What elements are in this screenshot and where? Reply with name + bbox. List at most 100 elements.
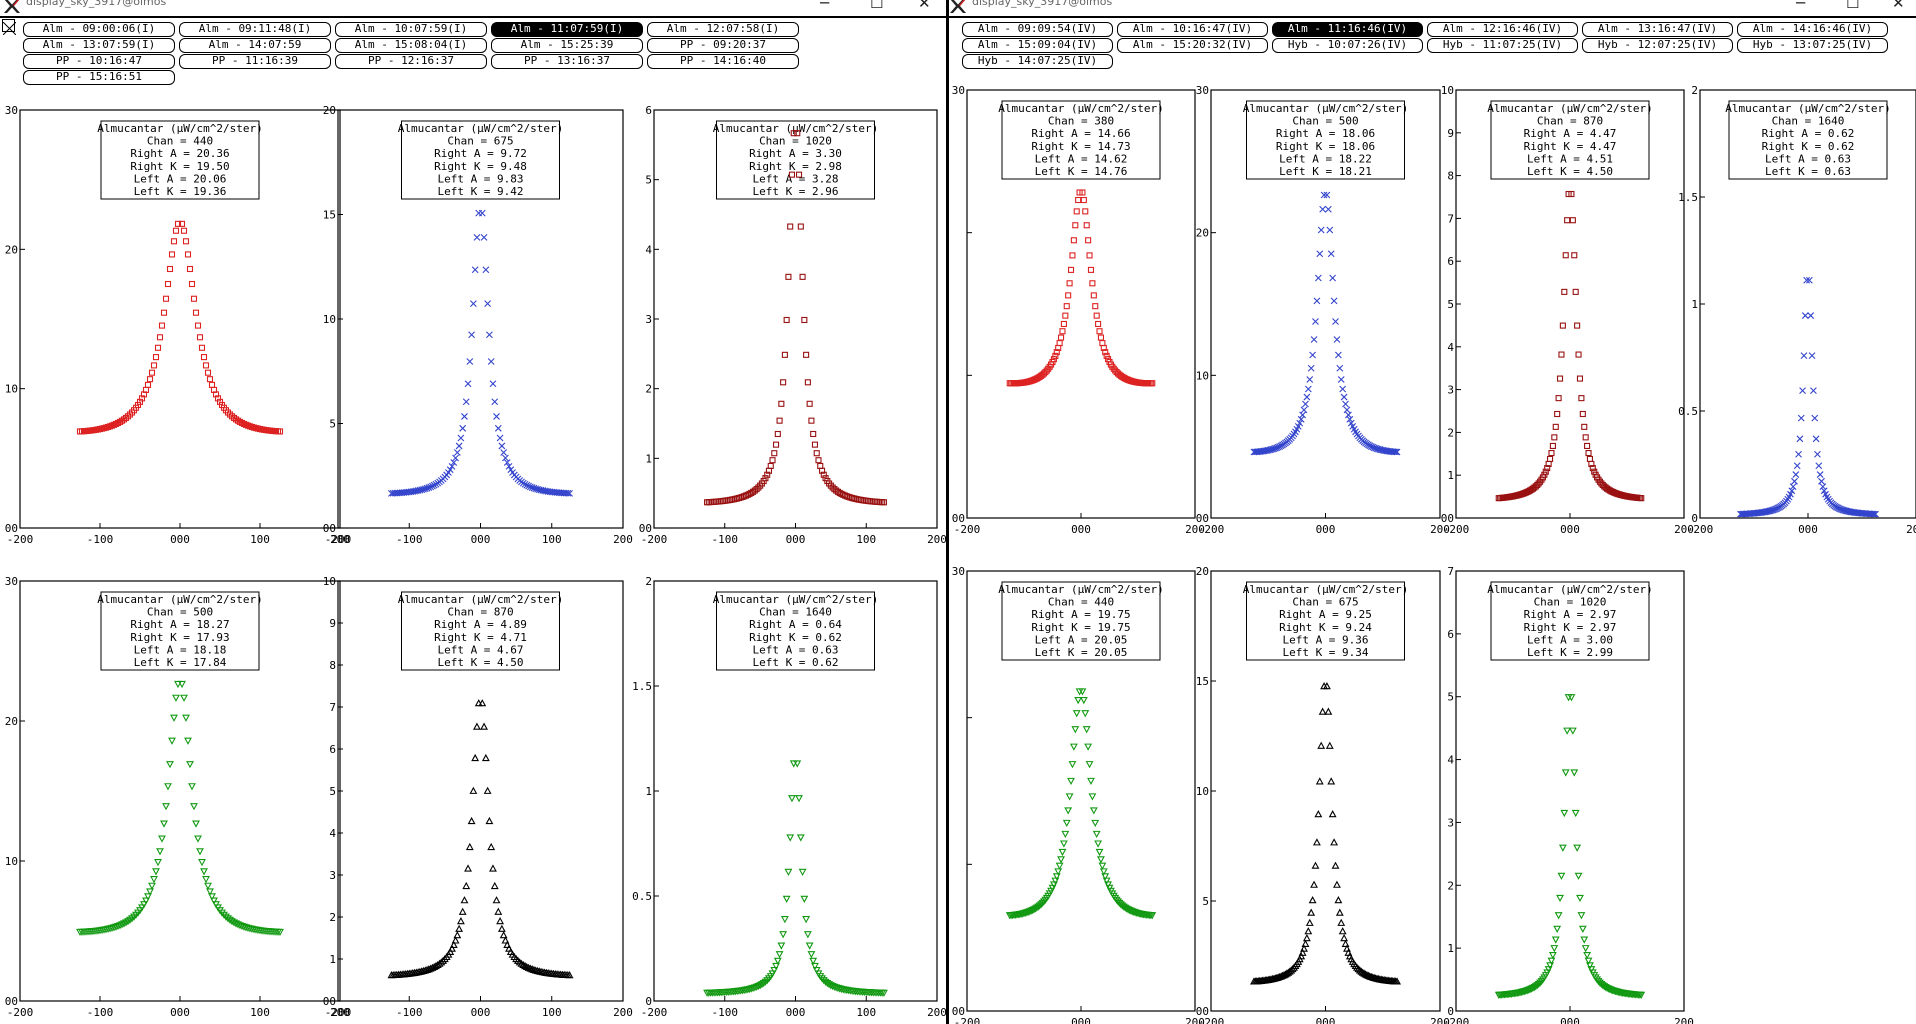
tab-hyb-13-07-25-iv[interactable]: Hyb - 13:07:25(IV) — [1737, 38, 1888, 53]
data-point — [244, 924, 252, 933]
x-tick-label: -100 — [396, 1006, 423, 1019]
tab-alm-15-08-04-i[interactable]: Alm - 15:08:04(I) — [335, 38, 487, 53]
tab-pp-11-16-39[interactable]: PP - 11:16:39 — [179, 54, 331, 69]
data-point — [1364, 971, 1373, 979]
data-point — [1559, 322, 1566, 329]
data-point — [1501, 991, 1510, 999]
tab-alm-11-07-59-i[interactable]: Alm - 11:07:59(I) — [491, 22, 643, 37]
data-point — [1131, 909, 1140, 917]
data-point — [1009, 380, 1016, 387]
data-point — [1578, 925, 1587, 933]
tab-pp-09-20-37[interactable]: PP - 09:20:37 — [647, 38, 799, 53]
data-point — [1092, 830, 1101, 839]
tab-alm-15-09-04-iv[interactable]: Alm - 15:09:04(IV) — [962, 38, 1113, 53]
data-point — [1540, 974, 1549, 982]
x-tick-label: 000 — [1798, 523, 1818, 536]
data-point — [1547, 957, 1556, 965]
tab-alm-13-16-47-iv[interactable]: Alm - 13:16:47(IV) — [1582, 22, 1733, 37]
tab-alm-09-11-48-i[interactable]: Alm - 09:11:48(I) — [179, 22, 331, 37]
tab-alm-10-16-47-iv[interactable]: Alm - 10:16:47(IV) — [1117, 22, 1268, 37]
data-point — [830, 983, 839, 991]
tab-alm-12-16-46-iv[interactable]: Alm - 12:16:46(IV) — [1427, 22, 1578, 37]
tab-hyb-11-07-25-iv[interactable]: Hyb - 11:07:25(IV) — [1427, 38, 1578, 53]
tab-alm-14-16-46-iv[interactable]: Alm - 14:16:46(IV) — [1737, 22, 1888, 37]
tab-alm-12-07-58-i[interactable]: Alm - 12:07:58(I) — [647, 22, 799, 37]
data-point — [828, 982, 837, 991]
data-point — [1608, 987, 1617, 995]
data-point — [258, 927, 266, 935]
data-point — [819, 977, 828, 985]
data-point — [1106, 887, 1115, 895]
tab-alm-14-07-59[interactable]: Alm - 14:07:59 — [179, 38, 331, 53]
data-point — [1058, 848, 1067, 857]
tab-pp-10-16-47[interactable]: PP - 10:16:47 — [23, 54, 175, 69]
data-point — [857, 988, 865, 996]
data-point — [1090, 292, 1097, 299]
data-point — [1363, 440, 1371, 448]
tab-alm-11-16-46-iv[interactable]: Alm - 11:16:46(IV) — [1272, 22, 1423, 37]
data-point — [455, 442, 463, 450]
data-point — [389, 489, 397, 497]
data-point — [1055, 344, 1062, 351]
data-point — [1012, 380, 1019, 387]
tab-hyb-14-07-25-iv[interactable]: Hyb - 14:07:25(IV) — [962, 54, 1113, 69]
maximize-icon[interactable]: ☐ — [1846, 0, 1860, 12]
data-point — [1511, 492, 1518, 500]
data-point — [490, 881, 499, 890]
data-point — [1040, 898, 1048, 906]
minimize-icon[interactable]: ─ — [820, 0, 830, 12]
data-point — [1015, 380, 1022, 387]
minimize-icon[interactable]: ─ — [1796, 0, 1806, 12]
data-point — [1137, 379, 1144, 386]
tab-alm-10-07-59-i[interactable]: Alm - 10:07:59(I) — [335, 22, 487, 37]
data-point — [833, 487, 840, 494]
left-window-title: display_sky_3917@olmos — [26, 0, 167, 8]
data-point — [1541, 471, 1548, 478]
tabs-close-box-icon[interactable] — [2, 19, 17, 36]
data-point — [452, 454, 459, 462]
data-point — [1574, 322, 1581, 329]
tab-pp-14-16-40[interactable]: PP - 14:16:40 — [647, 54, 799, 69]
data-point — [442, 952, 451, 961]
data-point — [146, 376, 154, 383]
y-tick-label: 0 — [1691, 512, 1698, 525]
data-point — [1126, 377, 1133, 384]
close-icon[interactable]: ✕ — [918, 0, 931, 12]
x-tick-label: -200 — [7, 533, 34, 546]
y-tick-label: 2 — [329, 911, 336, 924]
data-point — [1564, 217, 1571, 224]
data-point — [1289, 432, 1296, 440]
data-point — [448, 463, 456, 470]
tab-hyb-12-07-25-iv[interactable]: Hyb - 12:07:25(IV) — [1582, 38, 1733, 53]
data-point — [446, 466, 454, 474]
data-point — [250, 424, 258, 431]
data-point — [1365, 972, 1374, 980]
stat-label: Right A = 0.64 — [749, 618, 842, 631]
tab-alm-13-07-59-i[interactable]: Alm - 13:07:59(I) — [23, 38, 175, 53]
tab-alm-15-20-32-iv[interactable]: Alm - 15:20:32(IV) — [1117, 38, 1268, 53]
tab-alm-09-09-54-iv[interactable]: Alm - 09:09:54(IV) — [962, 22, 1113, 37]
data-point — [1374, 974, 1383, 983]
tab-pp-13-16-37[interactable]: PP - 13:16:37 — [491, 54, 643, 69]
stat-label: Left A = 20.06 — [134, 172, 227, 185]
tab-alm-09-00-06-i[interactable]: Alm - 09:00:06(I) — [23, 22, 175, 37]
tab-pp-12-16-37[interactable]: PP - 12:16:37 — [335, 54, 487, 69]
tab-alm-15-25-39[interactable]: Alm - 15:25:39 — [491, 38, 643, 53]
data-point — [1041, 896, 1050, 904]
data-point — [398, 489, 406, 497]
data-point — [718, 498, 725, 505]
data-point — [1123, 376, 1130, 383]
data-point — [746, 490, 753, 497]
y-tick-label: 0 — [1447, 1005, 1454, 1018]
tab-pp-15-16-51[interactable]: PP - 15:16:51 — [23, 70, 175, 85]
right-titlebar[interactable]: display_sky_3917@olmos ─ ☐ ✕ — [946, 0, 1916, 18]
close-icon[interactable]: ✕ — [1892, 0, 1905, 12]
data-point — [1373, 445, 1381, 453]
data-point — [810, 430, 817, 438]
left-titlebar[interactable]: display_sky_3917@olmos ─ ☐ ✕ — [0, 0, 946, 18]
maximize-icon[interactable]: ☐ — [870, 0, 884, 12]
data-point — [1500, 991, 1509, 999]
tab-hyb-10-07-26-iv[interactable]: Hyb - 10:07:26(IV) — [1272, 38, 1423, 53]
y-tick-label: 1 — [1447, 942, 1454, 955]
